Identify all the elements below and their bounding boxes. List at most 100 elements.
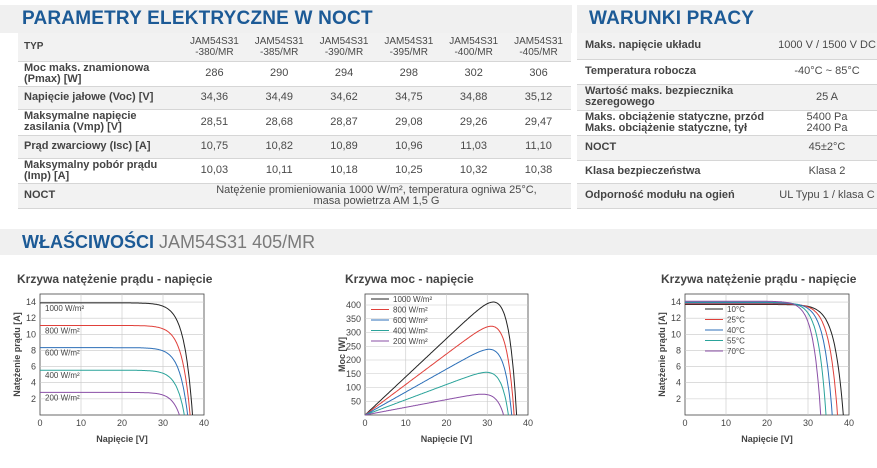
features-title-model: JAM54S31 405/MR — [159, 232, 316, 252]
series-line — [685, 300, 822, 416]
chart-pv: 0 10 20 30 40 50 100 150 200 250 300 350 400 Napięcie… — [337, 293, 533, 444]
model-header-line: -385/MR — [260, 46, 299, 58]
legend-label: 400 W/m² — [45, 371, 80, 380]
condition-row: Temperatura robocza -40°C ~ 85°C — [577, 59, 877, 85]
condition-row: Odporność modułu na ogień UL Typu 1 / kla… — [577, 183, 877, 209]
y-tick-label: 50 — [351, 396, 361, 406]
condition-value: Klasa 2 — [777, 160, 877, 184]
param-label-line: Maksymalne napięcie — [24, 110, 137, 122]
param-value: 10,11 — [246, 158, 312, 184]
legend-label: 55°C — [727, 337, 745, 346]
model-header-line: JAM54S31 — [189, 35, 239, 47]
param-value: 10,32 — [441, 158, 507, 184]
legend-label: 40°C — [727, 326, 745, 335]
legend-label: 200 W/m² — [393, 337, 428, 346]
condition-label-line: Maks. napięcie układu — [585, 39, 702, 52]
condition-value: -40°C ~ 85°C — [777, 59, 877, 85]
param-value: 28,87 — [311, 109, 377, 136]
param-label: Prąd zwarciowy (Isc) [A] — [18, 135, 182, 159]
type-label: TYP — [18, 33, 182, 62]
y-tick-label: 12 — [671, 313, 681, 323]
legend-label: 200 W/m² — [45, 393, 80, 402]
param-label-line: Napięcie jałowe (Voc) [V] — [24, 91, 154, 103]
param-value: 294 — [311, 61, 377, 87]
legend-label: 10°C — [727, 305, 745, 314]
chart-iv-temperature-title: Krzywa natężenie prądu - napięcie — [661, 272, 857, 286]
model-header-line: -405/MR — [519, 46, 558, 58]
condition-value-line: 45±2°C — [808, 141, 846, 153]
noct-line: masa powietrza AM 1,5 G — [313, 194, 440, 207]
legend-label: 400 W/m² — [393, 327, 428, 336]
param-value: 11,03 — [441, 135, 507, 159]
legend-label: 70°C — [727, 347, 745, 356]
condition-label: Wartość maks. bezpiecznika szeregowego — [577, 84, 777, 111]
y-tick-label: 10 — [671, 329, 681, 339]
model-header: JAM54S31 -405/MR — [506, 33, 571, 62]
chart-pv-title: Krzywa moc - napięcie — [345, 272, 474, 286]
electrical-params-header: PARAMETRY ELEKTRYCZNE W NOCT — [0, 5, 572, 33]
param-value: 286 — [182, 61, 247, 87]
series-line — [685, 301, 827, 416]
series-line — [40, 302, 193, 416]
param-label: Maksymalne napięcie zasilania (Vmp) [V] — [18, 109, 182, 136]
model-header: JAM54S31 -380/MR — [182, 33, 247, 62]
electrical-params-title: PARAMETRY ELEKTRYCZNE W NOCT — [22, 8, 373, 29]
condition-label-line: Wartość maks. bezpiecznika — [585, 85, 734, 97]
series-line — [685, 302, 833, 416]
x-tick-label: 30 — [803, 418, 813, 428]
series-line — [40, 369, 185, 416]
param-value: 34,49 — [246, 86, 312, 110]
x-axis-label: Napięcie [V] — [421, 434, 473, 444]
param-value: 28,68 — [246, 109, 312, 136]
y-tick-label: 10 — [26, 329, 36, 339]
condition-label-line: szeregowego — [585, 96, 655, 108]
y-tick-label: 2 — [676, 394, 681, 404]
series-line — [40, 347, 189, 416]
series-line — [40, 325, 191, 416]
series-line — [364, 348, 513, 416]
noct-conditions: Natężenie promieniowania 1000 W/m², temp… — [182, 183, 571, 209]
legend-label: 25°C — [727, 316, 745, 325]
param-value: 10,18 — [311, 158, 377, 184]
condition-row: Wartość maks. bezpiecznika szeregowego 25 … — [577, 84, 877, 111]
y-tick-label: 4 — [676, 378, 681, 388]
param-value: 10,96 — [376, 135, 442, 159]
condition-label-line: Odporność modułu na ogień — [585, 189, 735, 201]
condition-row: Maks. obciążenie statyczne, przód Maks. o… — [577, 110, 877, 136]
param-value: 302 — [441, 61, 507, 87]
param-value: 29,26 — [441, 109, 507, 136]
condition-value-line: Klasa 2 — [808, 165, 846, 177]
condition-value-line: 1000 V / 1500 V DC — [778, 39, 876, 52]
model-header-line: JAM54S31 — [384, 35, 434, 47]
x-tick-label: 0 — [362, 418, 367, 428]
legend-label: 800 W/m² — [393, 306, 428, 315]
param-value: 29,08 — [376, 109, 442, 136]
x-tick-label: 30 — [158, 418, 168, 428]
model-header-line: -380/MR — [195, 46, 234, 58]
legend-label: 800 W/m² — [45, 326, 80, 335]
x-tick-label: 40 — [199, 418, 209, 428]
param-label: Napięcie jałowe (Voc) [V] — [18, 86, 182, 110]
model-header-line: JAM54S31 — [514, 35, 563, 47]
condition-label-line: Temperatura robocza — [585, 65, 697, 77]
x-axis-label: Napięcie [V] — [96, 434, 148, 444]
condition-row: NOCT 45±2°C — [577, 135, 877, 161]
condition-value: UL Typu 1 / klasa C — [777, 183, 877, 209]
operating-conditions-header: WARUNKI PRACY — [577, 5, 877, 33]
param-value: 34,88 — [441, 86, 507, 110]
param-value: 34,36 — [182, 86, 247, 110]
series-line — [364, 371, 509, 416]
y-tick-label: 300 — [346, 328, 361, 338]
series-line — [364, 301, 518, 416]
condition-row: Klasa bezpieczeństwa Klasa 2 — [577, 160, 877, 184]
x-tick-label: 40 — [523, 418, 533, 428]
condition-value: 25 A — [777, 84, 877, 111]
param-value: 34,75 — [376, 86, 442, 110]
features-header: WŁAŚCIWOŚCI JAM54S31 405/MR — [0, 229, 877, 255]
y-tick-label: 200 — [346, 355, 361, 365]
y-tick-label: 4 — [31, 378, 36, 388]
operating-conditions-table: Maks. napięcie układu 1000 V / 1500 V DC T… — [577, 33, 877, 209]
noct-row: NOCT Natężenie promieniowania 1000 W/m², … — [18, 183, 571, 209]
y-tick-label: 150 — [346, 369, 361, 379]
legend-label: 600 W/m² — [393, 316, 428, 325]
